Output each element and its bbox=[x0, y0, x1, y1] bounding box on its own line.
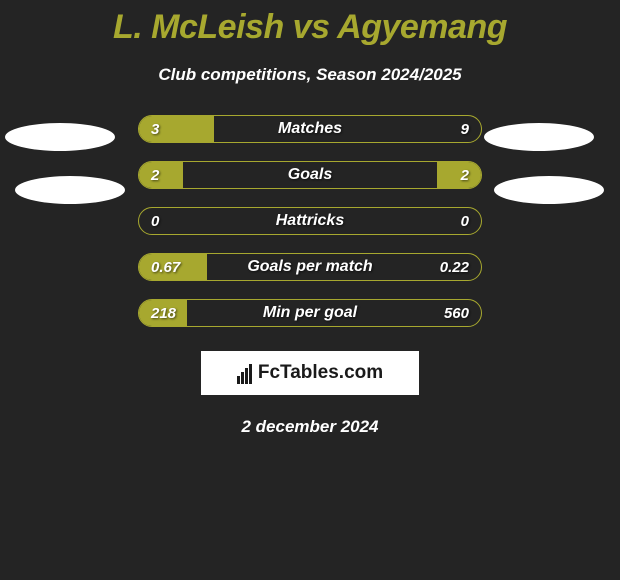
stat-label: Goals bbox=[139, 162, 481, 188]
fctables-logo: FcTables.com bbox=[201, 351, 419, 395]
stat-value-right: 0.22 bbox=[440, 254, 469, 280]
player-badge-placeholder bbox=[15, 176, 125, 204]
stat-label: Matches bbox=[139, 116, 481, 142]
comparison-chart: 3Matches9 2Goals2 0Hattricks0 0.67Goals per… bbox=[138, 115, 482, 327]
stat-row: 0Hattricks0 bbox=[138, 207, 482, 235]
stat-value-right: 560 bbox=[444, 300, 469, 326]
snapshot-date: 2 december 2024 bbox=[0, 417, 620, 437]
stat-row: 0.67Goals per match0.22 bbox=[138, 253, 482, 281]
comparison-title: L. McLeish vs Agyemang bbox=[0, 0, 620, 47]
stat-label: Min per goal bbox=[139, 300, 481, 326]
comparison-subtitle: Club competitions, Season 2024/2025 bbox=[0, 65, 620, 85]
player-badge-placeholder bbox=[494, 176, 604, 204]
stat-label: Hattricks bbox=[139, 208, 481, 234]
logo-text: FcTables.com bbox=[258, 362, 383, 384]
stat-row: 2Goals2 bbox=[138, 161, 482, 189]
stat-row: 218Min per goal560 bbox=[138, 299, 482, 327]
stat-value-right: 9 bbox=[461, 116, 469, 142]
player-badge-placeholder bbox=[5, 123, 115, 151]
stat-value-right: 0 bbox=[461, 208, 469, 234]
stat-row: 3Matches9 bbox=[138, 115, 482, 143]
player-badge-placeholder bbox=[484, 123, 594, 151]
stat-value-right: 2 bbox=[461, 162, 469, 188]
bar-chart-icon bbox=[237, 362, 254, 384]
stat-label: Goals per match bbox=[139, 254, 481, 280]
